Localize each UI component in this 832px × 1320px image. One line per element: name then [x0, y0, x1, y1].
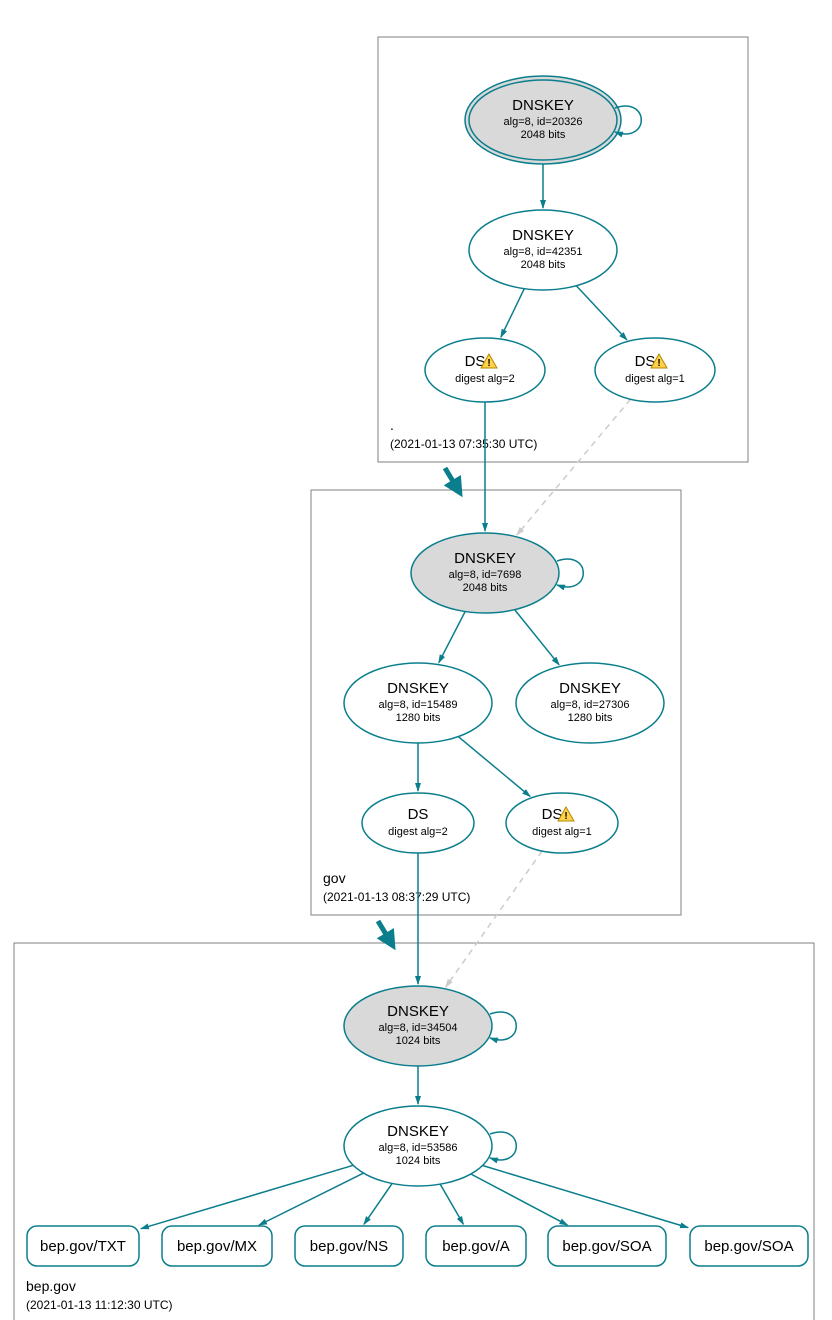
record-node: bep.gov/SOA — [548, 1226, 666, 1266]
key-node: DNSKEY alg=8, id=423512048 bits — [469, 210, 617, 290]
edge — [439, 612, 465, 663]
zone-label: gov — [323, 870, 346, 886]
node-sub1: alg=8, id=15489 — [379, 699, 458, 711]
zone-timestamp: (2021-01-13 11:12:30 UTC) — [26, 1298, 173, 1312]
record-label: bep.gov/TXT — [40, 1238, 126, 1255]
node-sub1: alg=8, id=20326 — [504, 116, 583, 128]
svg-text:!: ! — [564, 811, 567, 822]
node-sub1: digest alg=2 — [388, 826, 448, 838]
zone-label: . — [390, 417, 394, 433]
node-sub1: alg=8, id=34504 — [379, 1022, 458, 1034]
node-sub2: 1024 bits — [396, 1155, 441, 1167]
edge — [458, 737, 530, 797]
node-title: DNSKEY — [512, 97, 574, 114]
record-node: bep.gov/MX — [162, 1226, 272, 1266]
edge — [364, 1183, 392, 1224]
key-node: DNSKEY alg=8, id=203262048 bits — [465, 76, 641, 164]
node-title: DNSKEY — [387, 1123, 449, 1140]
record-label: bep.gov/SOA — [704, 1238, 793, 1255]
delegation-arrow — [445, 468, 460, 493]
edge — [440, 1184, 463, 1224]
self-loop — [490, 1132, 516, 1160]
record-node: bep.gov/TXT — [27, 1226, 139, 1266]
dnssec-diagram: . (2021-01-13 07:35:30 UTC) gov (2021-01-13… — [0, 0, 832, 1320]
key-node: DNSKEY alg=8, id=535861024 bits — [344, 1106, 516, 1186]
node-sub1: alg=8, id=42351 — [504, 246, 583, 258]
record-label: bep.gov/NS — [310, 1238, 388, 1255]
edge — [446, 851, 542, 987]
node-sub2: 2048 bits — [521, 129, 566, 141]
edge — [471, 1174, 568, 1225]
node-sub2: 1280 bits — [396, 712, 441, 724]
key-node: DNSKEY alg=8, id=154891280 bits — [344, 663, 492, 743]
node-title: DNSKEY — [512, 227, 574, 244]
self-loop — [490, 1012, 516, 1040]
record-node: bep.gov/NS — [295, 1226, 403, 1266]
edge — [259, 1173, 364, 1225]
key-node: DS!digest alg=1 — [506, 793, 618, 853]
edge — [517, 399, 631, 535]
node-sub1: digest alg=1 — [532, 826, 592, 838]
zone-timestamp: (2021-01-13 07:35:30 UTC) — [390, 437, 537, 451]
node-title: DNSKEY — [559, 680, 621, 697]
node-sub2: 2048 bits — [463, 582, 508, 594]
record-node: bep.gov/A — [426, 1226, 526, 1266]
edge — [501, 289, 524, 338]
node-sub1: digest alg=2 — [455, 373, 515, 385]
zone-timestamp: (2021-01-13 08:37:29 UTC) — [323, 890, 470, 904]
record-label: bep.gov/MX — [177, 1238, 257, 1255]
key-node: DS!digest alg=2 — [425, 338, 545, 402]
node-sub2: 1280 bits — [568, 712, 613, 724]
edge — [576, 286, 627, 340]
record-label: bep.gov/A — [442, 1238, 510, 1255]
zone-label: bep.gov — [26, 1278, 76, 1294]
node-title: DNSKEY — [387, 680, 449, 697]
node-sub2: 2048 bits — [521, 259, 566, 271]
edge — [141, 1165, 353, 1228]
node-sub1: alg=8, id=53586 — [379, 1142, 458, 1154]
node-sub1: alg=8, id=27306 — [551, 699, 630, 711]
edge — [515, 610, 560, 665]
svg-text:!: ! — [657, 358, 660, 369]
node-sub2: 1024 bits — [396, 1035, 441, 1047]
record-node: bep.gov/SOA — [690, 1226, 808, 1266]
key-node: DNSKEY alg=8, id=76982048 bits — [411, 533, 583, 613]
node-sub1: digest alg=1 — [625, 373, 685, 385]
node-title: DNSKEY — [387, 1003, 449, 1020]
key-node: DNSKEY alg=8, id=345041024 bits — [344, 986, 516, 1066]
svg-text:!: ! — [487, 358, 490, 369]
node-sub1: alg=8, id=7698 — [449, 569, 522, 581]
self-loop — [557, 559, 583, 587]
node-title: DS — [408, 806, 429, 823]
delegation-arrow — [378, 921, 393, 946]
key-node: DS digest alg=2 — [362, 793, 474, 853]
record-label: bep.gov/SOA — [562, 1238, 651, 1255]
key-node: DNSKEY alg=8, id=273061280 bits — [516, 663, 664, 743]
key-node: DS!digest alg=1 — [595, 338, 715, 402]
node-title: DNSKEY — [454, 550, 516, 567]
